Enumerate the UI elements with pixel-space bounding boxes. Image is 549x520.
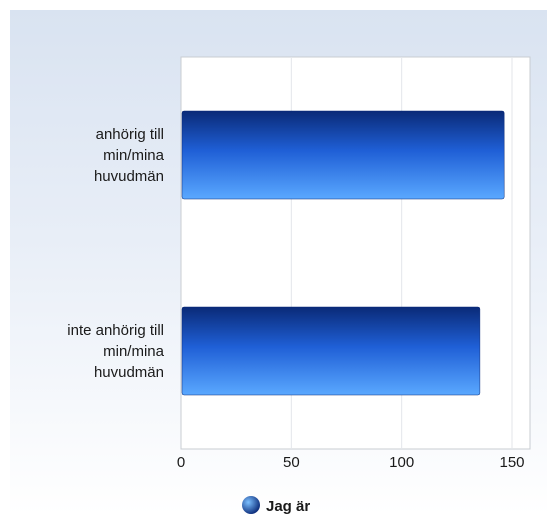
bar-2[interactable] xyxy=(181,306,481,396)
legend-item[interactable]: Jag är xyxy=(242,496,310,515)
category-label-line: huvudmän xyxy=(94,364,164,381)
category-label-line: min/mina xyxy=(103,147,165,164)
legend-swatch xyxy=(242,496,260,514)
category-label-line: inte anhörig till xyxy=(67,322,164,339)
bar-1[interactable] xyxy=(181,110,505,200)
category-label-line: anhörig till xyxy=(96,126,164,143)
x-tick-label-0: 0 xyxy=(177,454,185,471)
category-label-2: inte anhörig till min/mina huvudmän xyxy=(67,322,164,381)
x-tick-label-100: 100 xyxy=(389,454,414,471)
x-tick-label-150: 150 xyxy=(499,454,524,471)
category-label-line: min/mina xyxy=(103,343,165,360)
x-tick-label-50: 50 xyxy=(283,454,300,471)
category-label-1: anhörig till min/mina huvudmän xyxy=(94,126,165,185)
legend-label: Jag är xyxy=(266,498,310,515)
category-label-line: huvudmän xyxy=(94,168,164,185)
